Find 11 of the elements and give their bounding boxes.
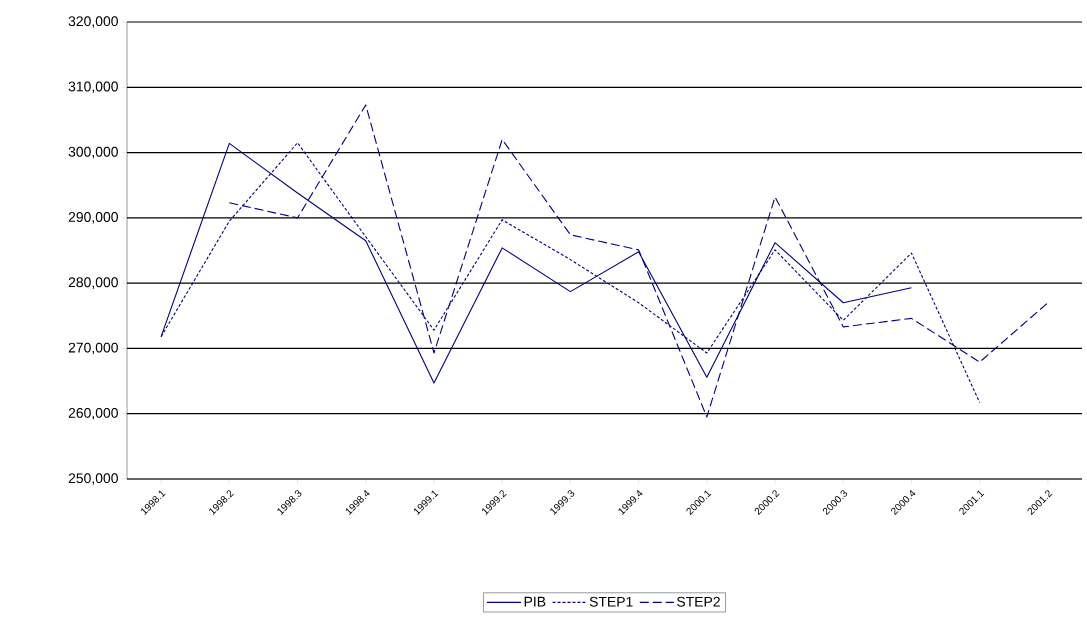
y-tick-label: 260,000 bbox=[68, 407, 118, 420]
legend-label: PIB bbox=[524, 596, 546, 607]
y-tick-label: 290,000 bbox=[68, 212, 118, 224]
y-tick-label: 300,000 bbox=[68, 146, 118, 159]
y-tick-label: 250,000 bbox=[68, 473, 118, 485]
y-tick-label: 310,000 bbox=[68, 81, 118, 94]
y-tick-label: 320,000 bbox=[68, 16, 118, 28]
legend-label: STEP1 bbox=[589, 596, 633, 607]
y-tick-label: 270,000 bbox=[68, 342, 118, 355]
legend-label: STEP2 bbox=[677, 596, 720, 607]
y-tick-label: 280,000 bbox=[68, 277, 118, 289]
